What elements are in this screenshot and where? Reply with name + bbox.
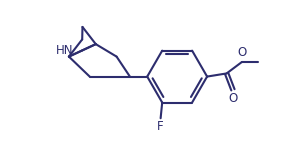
Text: O: O [237,46,247,59]
Text: F: F [157,120,164,133]
Text: O: O [228,92,238,105]
Text: HN: HN [56,44,74,57]
